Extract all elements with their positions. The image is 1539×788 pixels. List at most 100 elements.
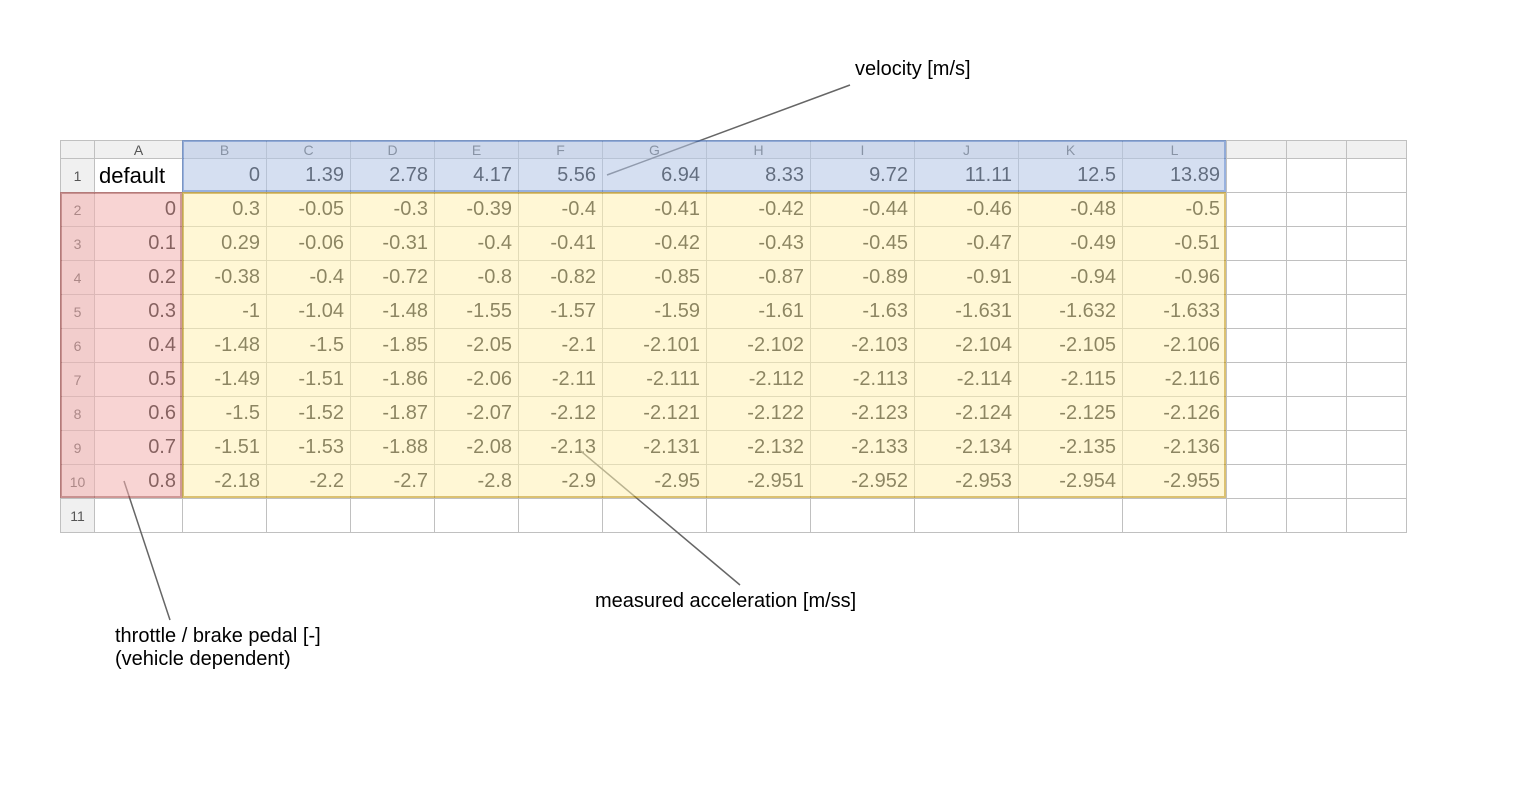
cell[interactable]: -0.45 bbox=[811, 227, 915, 261]
cell[interactable]: -0.47 bbox=[915, 227, 1019, 261]
row-header[interactable]: 7 bbox=[61, 363, 95, 397]
cell[interactable]: -2.104 bbox=[915, 329, 1019, 363]
cell[interactable]: -0.41 bbox=[603, 193, 707, 227]
cell[interactable]: -0.5 bbox=[1123, 193, 1227, 227]
cell[interactable]: -0.44 bbox=[811, 193, 915, 227]
cell[interactable]: -1.48 bbox=[183, 329, 267, 363]
column-header[interactable]: J bbox=[915, 141, 1019, 159]
cell[interactable]: -2.105 bbox=[1019, 329, 1123, 363]
cell[interactable]: -2.954 bbox=[1019, 465, 1123, 499]
cell[interactable]: -2.08 bbox=[435, 431, 519, 465]
cell[interactable]: 9.72 bbox=[811, 159, 915, 193]
cell[interactable] bbox=[811, 499, 915, 533]
cell[interactable]: -1.85 bbox=[351, 329, 435, 363]
cell[interactable]: -1.53 bbox=[267, 431, 351, 465]
cell[interactable]: -2.136 bbox=[1123, 431, 1227, 465]
cell[interactable]: -2.116 bbox=[1123, 363, 1227, 397]
cell[interactable]: -0.38 bbox=[183, 261, 267, 295]
column-header[interactable]: H bbox=[707, 141, 811, 159]
cell[interactable]: -1.49 bbox=[183, 363, 267, 397]
cell[interactable]: -2.131 bbox=[603, 431, 707, 465]
row-header[interactable]: 4 bbox=[61, 261, 95, 295]
cell[interactable]: -1.51 bbox=[183, 431, 267, 465]
cell[interactable]: -0.87 bbox=[707, 261, 811, 295]
cell[interactable]: -2.125 bbox=[1019, 397, 1123, 431]
cell[interactable]: -1.52 bbox=[267, 397, 351, 431]
cell[interactable]: 5.56 bbox=[519, 159, 603, 193]
cell[interactable]: 2.78 bbox=[351, 159, 435, 193]
cell[interactable]: -1.51 bbox=[267, 363, 351, 397]
cell[interactable]: -1.59 bbox=[603, 295, 707, 329]
column-header[interactable]: K bbox=[1019, 141, 1123, 159]
cell[interactable] bbox=[603, 499, 707, 533]
cell[interactable] bbox=[1123, 499, 1227, 533]
cell[interactable]: 8.33 bbox=[707, 159, 811, 193]
cell[interactable] bbox=[1019, 499, 1123, 533]
cell[interactable]: 0.1 bbox=[95, 227, 183, 261]
cell[interactable]: -0.51 bbox=[1123, 227, 1227, 261]
cell[interactable]: -0.49 bbox=[1019, 227, 1123, 261]
cell[interactable]: -1.5 bbox=[183, 397, 267, 431]
cell[interactable]: 13.89 bbox=[1123, 159, 1227, 193]
cell[interactable]: 0.29 bbox=[183, 227, 267, 261]
cell[interactable]: -1.55 bbox=[435, 295, 519, 329]
cell[interactable]: -0.4 bbox=[435, 227, 519, 261]
cell[interactable]: -0.4 bbox=[267, 261, 351, 295]
cell[interactable]: -2.133 bbox=[811, 431, 915, 465]
cell[interactable]: -0.94 bbox=[1019, 261, 1123, 295]
cell[interactable]: -2.112 bbox=[707, 363, 811, 397]
cell[interactable] bbox=[707, 499, 811, 533]
column-header[interactable]: A bbox=[95, 141, 183, 159]
cell[interactable]: -1.631 bbox=[915, 295, 1019, 329]
cell[interactable] bbox=[915, 499, 1019, 533]
row-header[interactable]: 11 bbox=[61, 499, 95, 533]
cell[interactable]: -0.4 bbox=[519, 193, 603, 227]
cell[interactable]: 0.3 bbox=[183, 193, 267, 227]
cell[interactable]: -2.132 bbox=[707, 431, 811, 465]
column-header[interactable]: L bbox=[1123, 141, 1227, 159]
cell[interactable]: -0.91 bbox=[915, 261, 1019, 295]
row-header[interactable]: 6 bbox=[61, 329, 95, 363]
cell[interactable]: -2.955 bbox=[1123, 465, 1227, 499]
cell[interactable]: -2.106 bbox=[1123, 329, 1227, 363]
row-header[interactable]: 9 bbox=[61, 431, 95, 465]
cell[interactable]: -2.111 bbox=[603, 363, 707, 397]
column-header[interactable]: F bbox=[519, 141, 603, 159]
cell[interactable]: -2.2 bbox=[267, 465, 351, 499]
cell[interactable]: -2.134 bbox=[915, 431, 1019, 465]
cell[interactable]: -1.61 bbox=[707, 295, 811, 329]
row-header[interactable]: 10 bbox=[61, 465, 95, 499]
cell[interactable]: -2.05 bbox=[435, 329, 519, 363]
cell[interactable]: -0.46 bbox=[915, 193, 1019, 227]
cell[interactable]: 0.2 bbox=[95, 261, 183, 295]
cell[interactable]: 0 bbox=[183, 159, 267, 193]
cell[interactable]: -2.95 bbox=[603, 465, 707, 499]
cell[interactable]: -0.3 bbox=[351, 193, 435, 227]
cell[interactable] bbox=[95, 499, 183, 533]
cell[interactable]: 0.5 bbox=[95, 363, 183, 397]
cell[interactable]: -2.8 bbox=[435, 465, 519, 499]
cell[interactable] bbox=[435, 499, 519, 533]
cell[interactable]: -2.1 bbox=[519, 329, 603, 363]
cell-default[interactable]: default bbox=[95, 159, 183, 193]
column-header[interactable]: G bbox=[603, 141, 707, 159]
cell[interactable]: 0.3 bbox=[95, 295, 183, 329]
cell[interactable]: 4.17 bbox=[435, 159, 519, 193]
row-header[interactable]: 8 bbox=[61, 397, 95, 431]
cell[interactable]: 6.94 bbox=[603, 159, 707, 193]
cell[interactable]: 0.4 bbox=[95, 329, 183, 363]
cell[interactable]: -2.113 bbox=[811, 363, 915, 397]
cell[interactable]: -1 bbox=[183, 295, 267, 329]
cell[interactable]: -1.5 bbox=[267, 329, 351, 363]
cell[interactable]: -2.13 bbox=[519, 431, 603, 465]
cell[interactable]: -0.48 bbox=[1019, 193, 1123, 227]
cell[interactable]: -0.89 bbox=[811, 261, 915, 295]
cell[interactable]: 11.11 bbox=[915, 159, 1019, 193]
cell[interactable]: -0.41 bbox=[519, 227, 603, 261]
row-header[interactable]: 1 bbox=[61, 159, 95, 193]
cell[interactable]: -0.43 bbox=[707, 227, 811, 261]
cell[interactable]: -2.135 bbox=[1019, 431, 1123, 465]
cell[interactable]: -2.18 bbox=[183, 465, 267, 499]
cell[interactable]: -0.42 bbox=[603, 227, 707, 261]
cell[interactable]: 0.6 bbox=[95, 397, 183, 431]
